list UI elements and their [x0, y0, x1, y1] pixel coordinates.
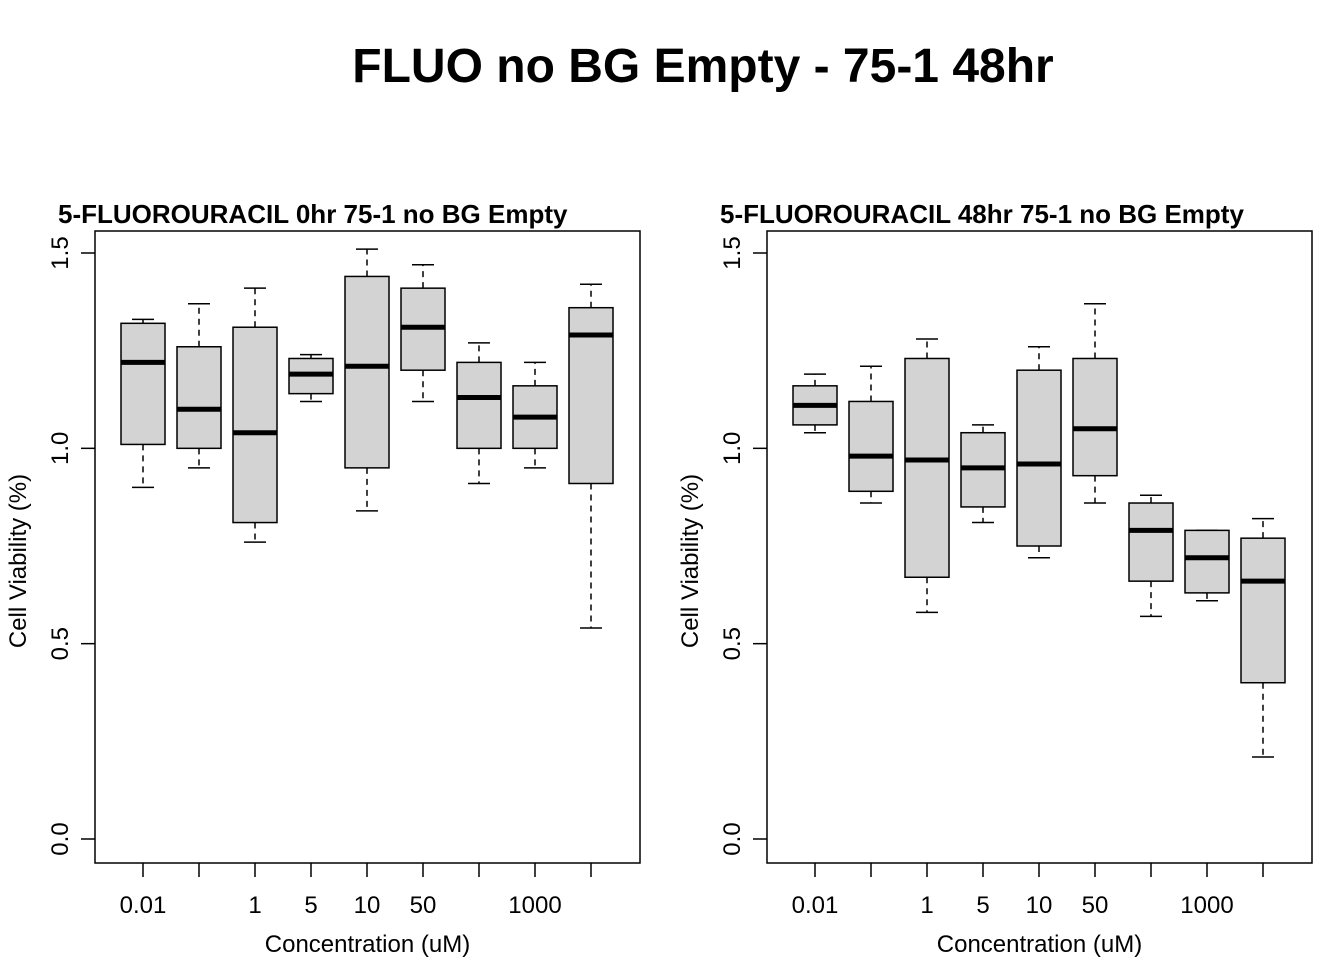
y-axis-label: Cell Viability (%)	[677, 474, 704, 648]
box-iqr	[232, 326, 278, 524]
x-axis-label: Concentration (uM)	[937, 931, 1142, 958]
box-plot-4	[1016, 346, 1062, 559]
box-iqr	[120, 322, 166, 446]
x-tick-label: 0.01	[792, 892, 839, 919]
x-tick-label: 1	[248, 892, 261, 919]
x-tick-label: 0.01	[120, 892, 167, 919]
figure-title: FLUO no BG Empty - 75-1 48hr	[352, 40, 1053, 93]
y-axis-label: Cell Viability (%)	[5, 474, 32, 648]
y-tick-label: 0.0	[719, 822, 746, 855]
box-iqr	[1240, 537, 1286, 684]
box-plot-1	[848, 365, 894, 504]
box-plot-5	[1072, 303, 1118, 504]
box-plot-8	[1240, 517, 1286, 758]
box-plot-6	[1128, 494, 1174, 618]
box-iqr	[1184, 529, 1230, 594]
box-plot-3	[288, 353, 334, 403]
box-iqr	[176, 346, 222, 450]
box-iqr	[1016, 369, 1062, 547]
box-plot-0	[792, 373, 838, 434]
box-plot-3	[960, 424, 1006, 524]
y-tick-label: 1.0	[47, 432, 74, 465]
y-tick-label: 1.0	[719, 432, 746, 465]
chart-panel-48hr: 5-FLUOROURACIL 48hr 75-1 no BG Empty 0.0…	[677, 199, 1313, 958]
chart-panel-0hr: 5-FLUOROURACIL 0hr 75-1 no BG Empty 0.0 0…	[5, 199, 641, 958]
y-tick-label: 0.5	[719, 627, 746, 660]
box-plot-6	[456, 342, 502, 485]
box-iqr	[1128, 502, 1174, 582]
box-iqr	[456, 361, 502, 450]
x-tick-label: 10	[354, 892, 381, 919]
box-iqr	[904, 357, 950, 579]
box-plot-7	[512, 361, 558, 469]
y-tick-label: 1.5	[719, 236, 746, 269]
box-plot-4	[344, 248, 390, 512]
box-plot-7	[1184, 529, 1230, 602]
panel-title: 5-FLUOROURACIL 48hr 75-1 no BG Empty	[720, 199, 1244, 229]
x-tick-label: 1000	[1180, 892, 1233, 919]
x-tick-label: 5	[976, 892, 989, 919]
x-tick-label: 1000	[508, 892, 561, 919]
x-tick-label: 50	[410, 892, 437, 919]
x-tick-label: 1	[920, 892, 933, 919]
box-plot-8	[568, 283, 614, 629]
panel-title: 5-FLUOROURACIL 0hr 75-1 no BG Empty	[58, 199, 568, 229]
x-axis-label: Concentration (uM)	[265, 931, 470, 958]
x-tick-label: 5	[304, 892, 317, 919]
box-iqr	[344, 275, 390, 469]
y-tick-label: 0.0	[47, 822, 74, 855]
box-plot-2	[232, 287, 278, 543]
box-plot-2	[904, 338, 950, 614]
box-iqr	[848, 400, 894, 493]
box-plot-1	[176, 303, 222, 469]
box-iqr	[1072, 357, 1118, 477]
x-tick-label: 50	[1082, 892, 1109, 919]
y-tick-label: 0.5	[47, 627, 74, 660]
x-tick-label: 10	[1026, 892, 1053, 919]
y-tick-label: 1.5	[47, 236, 74, 269]
box-plot-5	[400, 263, 446, 403]
box-plot-0	[120, 318, 166, 489]
